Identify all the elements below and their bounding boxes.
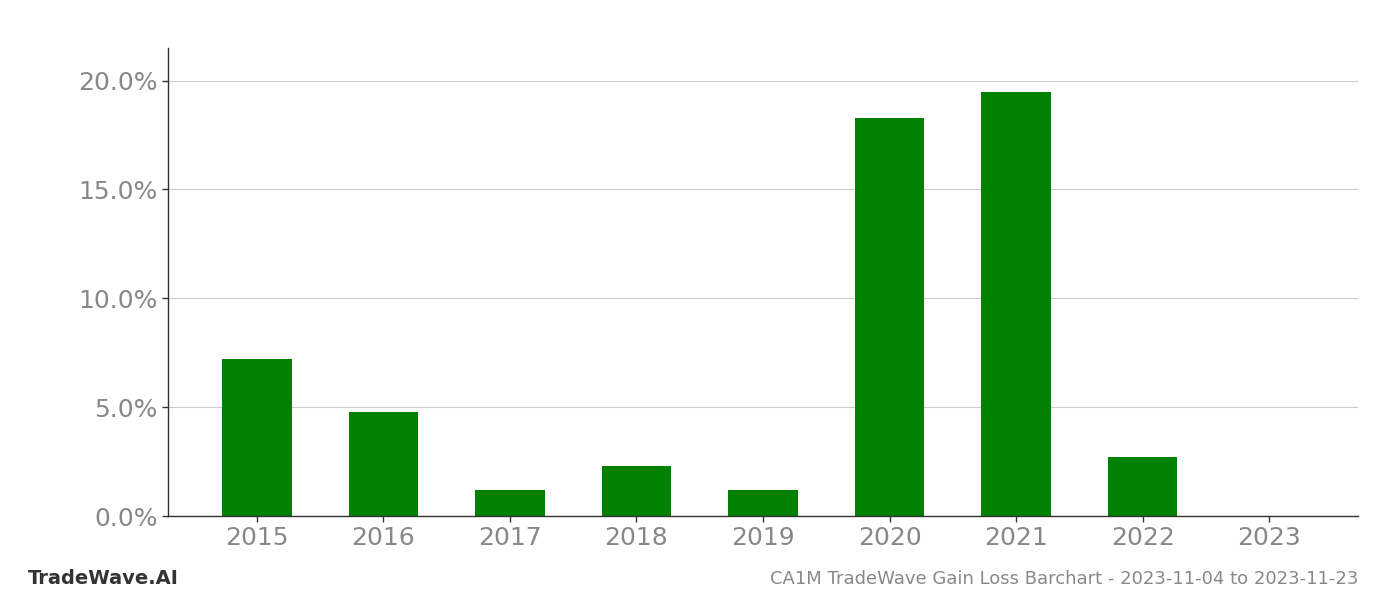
Bar — [349, 412, 419, 516]
Bar — [981, 92, 1051, 516]
Bar — [475, 490, 545, 516]
Bar — [223, 359, 291, 516]
Bar — [1107, 457, 1177, 516]
Bar — [855, 118, 924, 516]
Bar — [602, 466, 671, 516]
Text: CA1M TradeWave Gain Loss Barchart - 2023-11-04 to 2023-11-23: CA1M TradeWave Gain Loss Barchart - 2023… — [770, 570, 1358, 588]
Text: TradeWave.AI: TradeWave.AI — [28, 569, 179, 588]
Bar — [728, 490, 798, 516]
